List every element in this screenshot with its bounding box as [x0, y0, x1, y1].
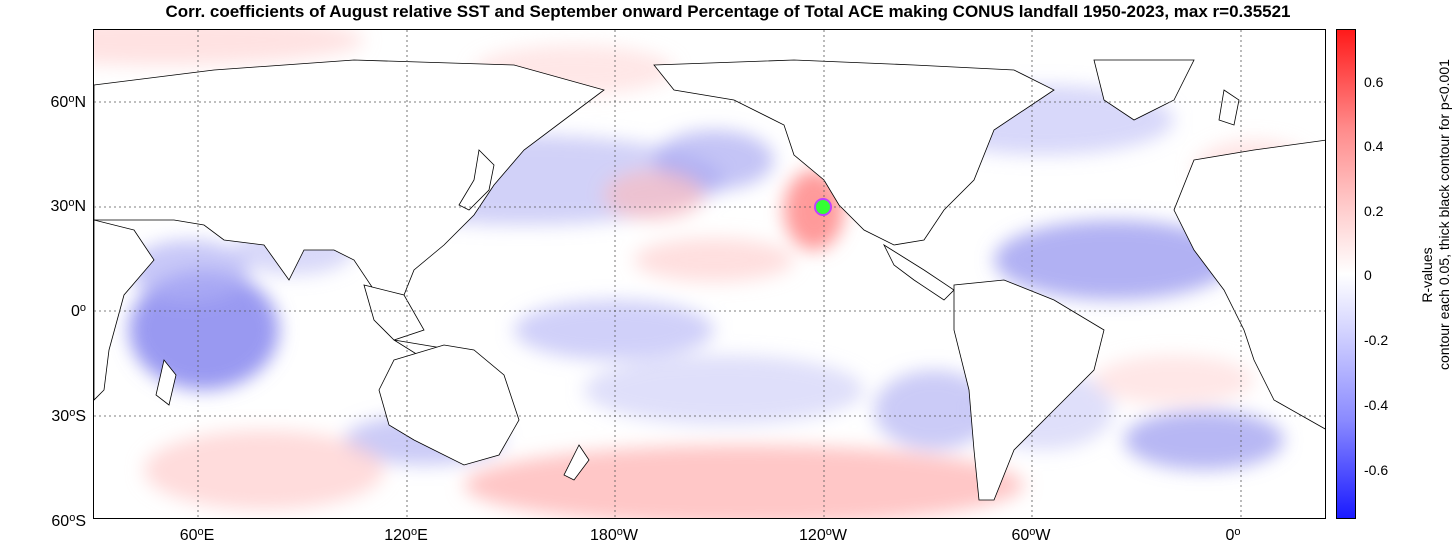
colorbar	[1336, 29, 1356, 519]
lon-label-60e: 60oE	[157, 526, 237, 544]
correlation-map	[94, 30, 1325, 518]
lon-value: 120	[799, 527, 826, 544]
lon-value: 60	[1011, 527, 1030, 544]
degree-symbol: o	[69, 512, 76, 524]
degree-symbol: o	[616, 526, 623, 538]
lon-label-120w: 120oW	[783, 526, 863, 544]
lon-hemisphere: W	[1035, 527, 1051, 544]
lat-label-30s: 30oS	[6, 407, 86, 425]
degree-symbol: o	[1029, 526, 1036, 538]
max-correlation-marker[interactable]	[814, 198, 832, 216]
lat-label-60n: 60oN	[6, 93, 86, 111]
colorbar-tick: -0.2	[1364, 332, 1389, 348]
lat-label-0: 0o	[6, 302, 86, 320]
colorbar-tick: 0	[1364, 267, 1372, 283]
lon-value: 120	[384, 527, 411, 544]
chart-title: Corr. coefficients of August relative SS…	[165, 2, 1291, 21]
lat-value: 60	[50, 94, 69, 111]
degree-symbol: o	[1234, 526, 1241, 538]
degree-symbol: o	[68, 93, 75, 105]
lat-hemisphere: S	[75, 513, 86, 530]
degree-symbol: o	[68, 197, 75, 209]
lat-value: 0	[70, 303, 80, 320]
degree-symbol: o	[825, 526, 832, 538]
map-area[interactable]	[93, 29, 1326, 519]
lon-hemisphere: W	[831, 527, 847, 544]
lon-value: 180	[590, 527, 617, 544]
degree-symbol: o	[410, 526, 418, 538]
lat-hemisphere: N	[74, 94, 86, 111]
lat-value: 30	[51, 408, 70, 425]
lon-value: 0	[1225, 527, 1235, 544]
colorbar-label: R-values contour each 0.05, thick black …	[1419, 59, 1453, 370]
lat-hemisphere: S	[75, 408, 86, 425]
lon-label-0: 0o	[1193, 526, 1273, 544]
land-masses	[94, 59, 1325, 501]
degree-symbol: o	[69, 407, 76, 419]
lon-hemisphere: E	[417, 527, 428, 544]
lon-hemisphere: W	[622, 527, 638, 544]
lat-label-30n: 30oN	[6, 197, 86, 215]
colorbar-tick: 0.6	[1364, 74, 1384, 90]
lon-value: 60	[179, 527, 198, 544]
colorbar-label-line1: R-values	[1419, 247, 1435, 303]
colorbar-tick: -0.4	[1364, 397, 1389, 413]
colorbar-label-line2: contour each 0.05, thick black contour f…	[1436, 59, 1452, 370]
lat-value: 60	[51, 513, 70, 530]
lon-hemisphere: E	[203, 527, 215, 544]
lat-value: 30	[50, 198, 69, 215]
gridlines	[94, 30, 1325, 518]
colorbar-tick: 0.4	[1364, 138, 1384, 154]
lat-hemisphere: N	[74, 198, 86, 215]
lon-label-60w: 60oW	[991, 526, 1071, 544]
lon-label-120e: 120oE	[366, 526, 446, 544]
lon-label-180w: 180oW	[574, 526, 654, 544]
lat-label-60s: 60oS	[6, 512, 86, 530]
colorbar-tick: -0.6	[1364, 462, 1389, 478]
degree-symbol: o	[197, 526, 204, 538]
colorbar-tick: 0.2	[1364, 203, 1384, 219]
degree-symbol: o	[79, 302, 86, 314]
